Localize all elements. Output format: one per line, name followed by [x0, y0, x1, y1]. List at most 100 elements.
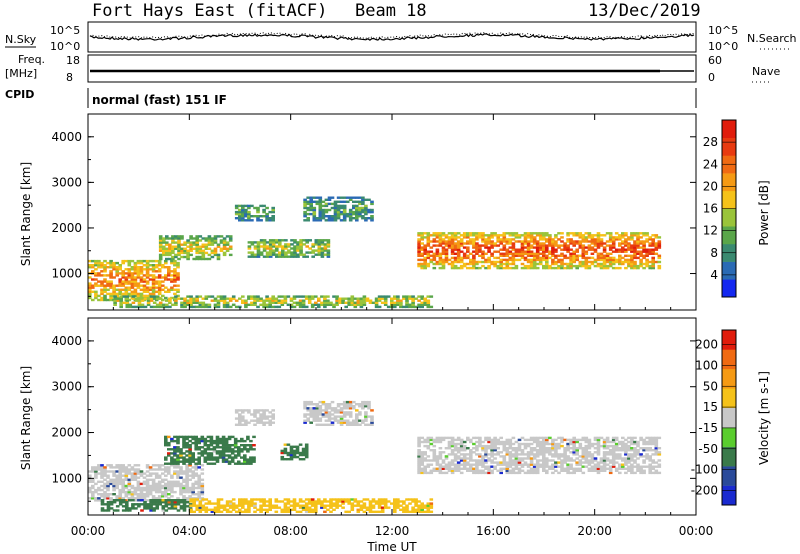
echo-cell — [112, 276, 116, 279]
echo-cell — [538, 248, 543, 251]
echo-cell — [627, 236, 631, 239]
echo-cell — [423, 264, 427, 268]
echo-cell — [348, 196, 353, 199]
echo-cell — [602, 463, 607, 466]
echo-cell — [97, 284, 101, 287]
echo-cell — [130, 272, 135, 275]
echo-cell — [194, 439, 198, 443]
echo-cell — [633, 465, 637, 468]
echo-cell — [502, 442, 507, 446]
echo-cell — [306, 196, 310, 199]
echo-cell — [158, 499, 162, 502]
echo-cell — [177, 237, 181, 240]
echo-cell — [350, 297, 355, 300]
echo-cell — [481, 444, 485, 448]
echo-cell — [569, 240, 573, 243]
echo-cell — [125, 503, 129, 506]
echo-cell — [339, 204, 344, 208]
echo-cell — [358, 210, 362, 214]
echo-cell — [198, 255, 203, 259]
echo-cell — [599, 256, 604, 260]
echo-cell — [200, 450, 205, 453]
echo-cell — [280, 299, 285, 302]
echo-cell — [364, 204, 368, 208]
echo-cell — [499, 242, 503, 245]
echo-cell — [367, 400, 371, 404]
echo-cell — [112, 266, 116, 269]
echo-cell — [170, 437, 174, 441]
echo-cell — [587, 442, 592, 446]
echo-cell — [511, 232, 516, 235]
echo-cell — [645, 447, 649, 450]
echo-cell — [164, 444, 168, 447]
echo-cell — [174, 237, 178, 240]
echo-cell — [432, 459, 437, 462]
echo-cell — [173, 272, 177, 275]
echo-cell — [608, 238, 613, 241]
echo-cell — [456, 455, 461, 458]
echo-cell — [450, 440, 455, 444]
echo-cell — [265, 510, 269, 513]
echo-cell — [309, 212, 313, 216]
echo-cell — [109, 507, 114, 510]
echo-cell — [342, 413, 347, 416]
echo-cell — [218, 456, 223, 459]
echo-cell — [216, 299, 221, 302]
echo-cell — [192, 247, 196, 250]
echo-cell — [91, 266, 95, 269]
echo-cell — [420, 459, 424, 462]
echo-cell — [502, 447, 507, 450]
echo-cell — [189, 305, 193, 309]
echo-cell — [535, 442, 540, 446]
echo-cell — [456, 244, 461, 247]
echo-cell — [148, 468, 153, 471]
echo-cell — [247, 504, 251, 507]
echo-cell — [103, 270, 107, 273]
echo-cell — [453, 234, 458, 237]
echo-cell — [171, 257, 175, 261]
echo-cell — [209, 462, 214, 465]
echo-cell — [145, 488, 150, 492]
echo-cell — [210, 237, 215, 240]
echo-cell — [303, 415, 307, 418]
echo-cell — [324, 403, 329, 406]
echo-cell — [121, 259, 125, 263]
echo-cell — [173, 464, 177, 467]
echo-cell — [224, 439, 229, 443]
echo-cell — [529, 236, 534, 239]
echo-cell — [566, 438, 570, 442]
echo-cell — [100, 264, 104, 267]
echo-cell — [127, 280, 132, 283]
echo-cell — [438, 266, 443, 270]
echo-cell — [408, 498, 412, 501]
echo-cell — [548, 256, 552, 260]
echo-cell — [271, 219, 275, 222]
echo-cell — [157, 261, 162, 265]
echo-cell — [508, 469, 513, 472]
echo-cell — [176, 464, 180, 467]
echo-cell — [136, 268, 141, 271]
echo-cell — [548, 467, 552, 470]
echo-cell — [517, 444, 522, 448]
echo-cell — [145, 282, 150, 285]
echo-cell — [274, 498, 279, 501]
echo-cell — [596, 440, 601, 444]
echo-cell — [563, 244, 567, 247]
echo-cell — [137, 297, 142, 300]
echo-cell — [502, 236, 507, 239]
echo-cell — [339, 407, 344, 410]
echo-cell — [532, 469, 537, 472]
echo-cell — [566, 449, 570, 452]
echo-cell — [320, 243, 325, 246]
echo-cell — [185, 480, 189, 483]
echo-cell — [581, 451, 586, 454]
echo-cell — [327, 202, 332, 206]
echo-cell — [115, 499, 120, 502]
echo-cell — [459, 238, 464, 241]
echo-cell — [259, 297, 263, 300]
echo-cell — [608, 244, 613, 247]
echo-cell — [170, 296, 174, 300]
echo-cell — [271, 417, 275, 420]
echo-cell — [303, 215, 307, 218]
echo-cell — [542, 236, 546, 239]
